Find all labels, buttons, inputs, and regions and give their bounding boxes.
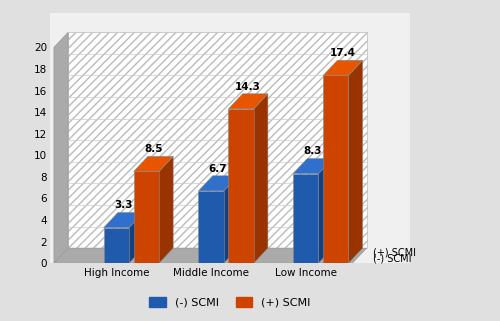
Polygon shape [68,32,366,248]
Text: 8.3: 8.3 [304,146,322,156]
Text: 14.3: 14.3 [235,82,261,91]
Polygon shape [254,94,268,263]
Polygon shape [129,213,143,263]
Polygon shape [134,156,173,171]
Polygon shape [104,213,143,228]
Polygon shape [198,176,238,191]
Polygon shape [318,159,332,263]
Polygon shape [228,94,268,109]
Text: (-) SCMI: (-) SCMI [373,254,412,264]
Polygon shape [54,248,366,263]
Polygon shape [323,60,362,75]
Polygon shape [198,191,224,263]
Polygon shape [224,176,238,263]
Polygon shape [228,109,254,263]
Polygon shape [54,32,68,263]
Polygon shape [293,174,318,263]
Text: (+) SCMI: (+) SCMI [373,247,416,257]
Polygon shape [293,159,333,174]
Legend: (-) SCMI, (+) SCMI: (-) SCMI, (+) SCMI [145,292,315,312]
Polygon shape [134,171,159,263]
Polygon shape [323,75,348,263]
Polygon shape [348,60,362,263]
Polygon shape [159,156,173,263]
Text: 17.4: 17.4 [330,48,356,58]
Text: 8.5: 8.5 [144,144,163,154]
Text: 3.3: 3.3 [114,200,132,210]
Text: 6.7: 6.7 [209,164,228,174]
Polygon shape [104,228,129,263]
